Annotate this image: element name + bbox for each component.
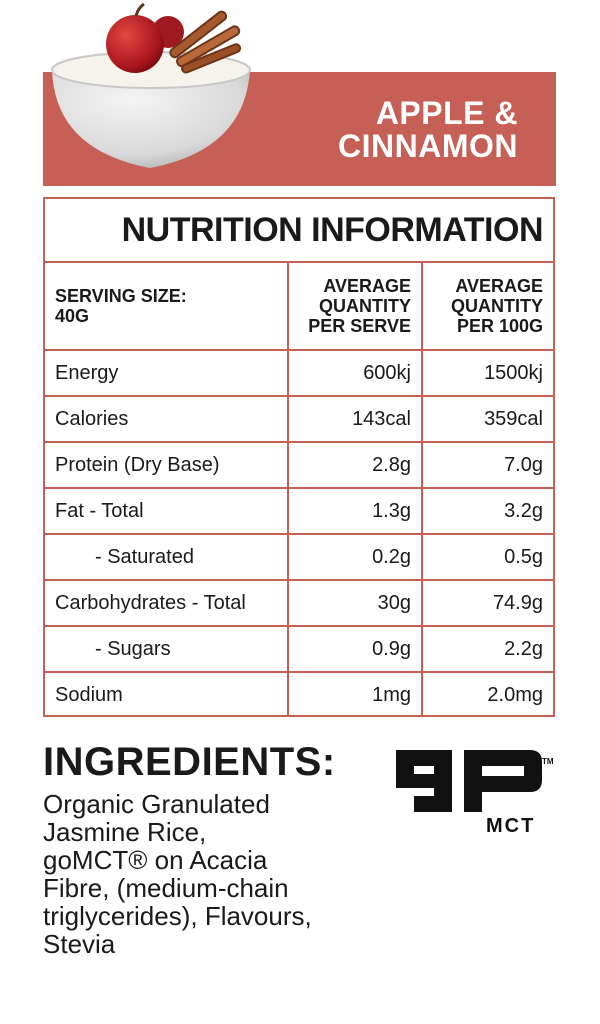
per-100g-header: AVERAGE QUANTITY PER 100G [421,263,553,351]
ingredients-title: INGREDIENTS: [43,740,336,784]
table-row: Protein (Dry Base) 2.8g 7.0g [45,441,553,489]
row-per-100g: 2.2g [421,625,553,673]
row-per-100g: 74.9g [421,579,553,627]
serving-size-value: 40G [55,306,90,326]
ingredients-line: triglycerides), Flavours, [43,901,312,931]
table-row: Calories 143cal 359cal [45,395,553,443]
ingredients-line: Organic Granulated [43,789,270,819]
row-per-100g: 0.5g [421,533,553,581]
flavour-name: APPLE & CINNAMON [338,97,518,163]
ingredients-list: Organic Granulated Jasmine Rice, goMCT® … [43,790,343,958]
ingredients-line: goMCT® on Acacia [43,845,268,875]
row-label: Sodium [45,671,289,717]
row-label: Carbohydrates - Total [45,579,289,627]
flavour-line-2: CINNAMON [338,128,518,164]
row-per-serve: 1.3g [287,487,423,535]
table-row: Sodium 1mg 2.0mg [45,671,553,717]
row-per-100g: 359cal [421,395,553,443]
row-per-serve: 30g [287,579,423,627]
per-100g-header-line-2: QUANTITY [451,296,543,316]
ingredients-line: Fibre, (medium-chain [43,873,289,903]
row-per-100g: 7.0g [421,441,553,489]
table-row: - Saturated 0.2g 0.5g [45,533,553,581]
logo-brand-text: MCT [486,815,535,837]
row-label: - Sugars [45,625,289,673]
nutrition-table: SERVING SIZE: 40G AVERAGE QUANTITY PER S… [45,263,553,717]
row-per-serve: 0.9g [287,625,423,673]
flavour-line-1: APPLE & [375,95,518,131]
row-label: Fat - Total [45,487,289,535]
row-per-serve: 1mg [287,671,423,717]
apple-cinnamon-bowl-image [51,2,251,168]
per-100g-header-line-3: PER 100G [456,316,543,336]
row-label: Protein (Dry Base) [45,441,289,489]
row-per-serve: 143cal [287,395,423,443]
serving-size-header: SERVING SIZE: 40G [45,263,289,351]
nutrition-information-panel: NUTRITION INFORMATION SERVING SIZE: 40G … [43,197,555,717]
per-serve-header-line-1: AVERAGE [323,276,411,296]
table-row: Fat - Total 1.3g 3.2g [45,487,553,535]
row-per-serve: 600kj [287,349,423,397]
serving-size-label: SERVING SIZE: [55,286,187,306]
table-row: Energy 600kj 1500kj [45,349,553,397]
table-header-row: SERVING SIZE: 40G AVERAGE QUANTITY PER S… [45,263,553,351]
gomct-logo: TM MCT [396,750,554,837]
table-row: Carbohydrates - Total 30g 74.9g [45,579,553,627]
per-100g-header-line-1: AVERAGE [455,276,543,296]
row-per-serve: 0.2g [287,533,423,581]
per-serve-header-line-3: PER SERVE [308,316,411,336]
ingredients-line: Stevia [43,929,116,959]
row-per-100g: 3.2g [421,487,553,535]
row-label: Energy [45,349,289,397]
row-label: - Saturated [45,533,289,581]
trademark-mark: TM [542,757,554,766]
row-per-serve: 2.8g [287,441,423,489]
nutrition-title: NUTRITION INFORMATION [45,199,553,263]
table-row: - Sugars 0.9g 2.2g [45,625,553,673]
ingredients-line: Jasmine Rice, [43,817,207,847]
row-label: Calories [45,395,289,443]
row-per-100g: 2.0mg [421,671,553,717]
per-serve-header-line-2: QUANTITY [319,296,411,316]
per-serve-header: AVERAGE QUANTITY PER SERVE [287,263,423,351]
row-per-100g: 1500kj [421,349,553,397]
